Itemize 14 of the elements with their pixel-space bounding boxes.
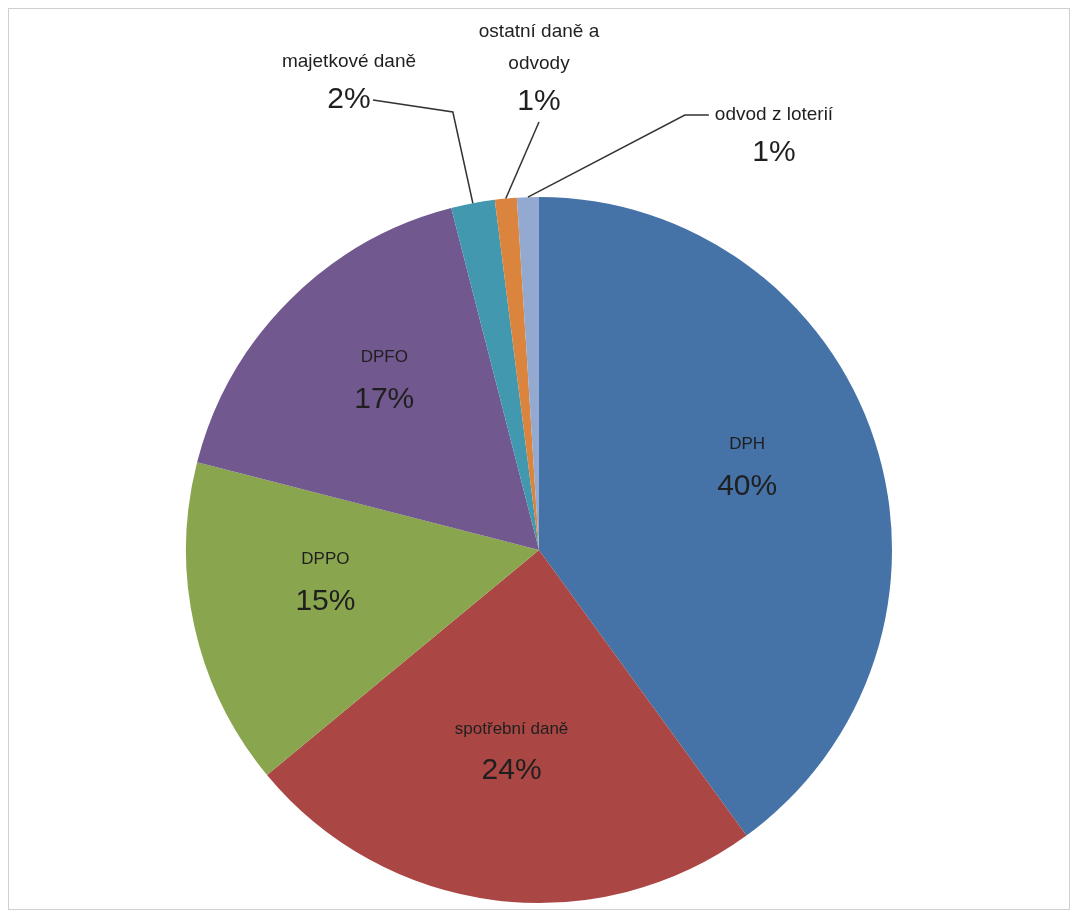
data-label: 40% [717, 467, 778, 501]
slice-label: odvod z loterií [714, 103, 834, 125]
data-label: 1% [752, 134, 796, 168]
slice-label: DPH [729, 434, 766, 454]
slice-label: majetkové daně [281, 50, 417, 72]
data-label: 2% [327, 81, 371, 115]
slice-label: DPFO [360, 346, 408, 366]
data-label: 24% [481, 752, 542, 786]
data-label: 17% [354, 380, 415, 414]
slice-label: ostatní daně a odvody [478, 20, 600, 74]
data-label: 15% [295, 583, 356, 617]
data-label: 1% [517, 83, 561, 117]
slice-label: spotřební daně [454, 718, 569, 738]
slice-label: DPPO [301, 549, 350, 569]
